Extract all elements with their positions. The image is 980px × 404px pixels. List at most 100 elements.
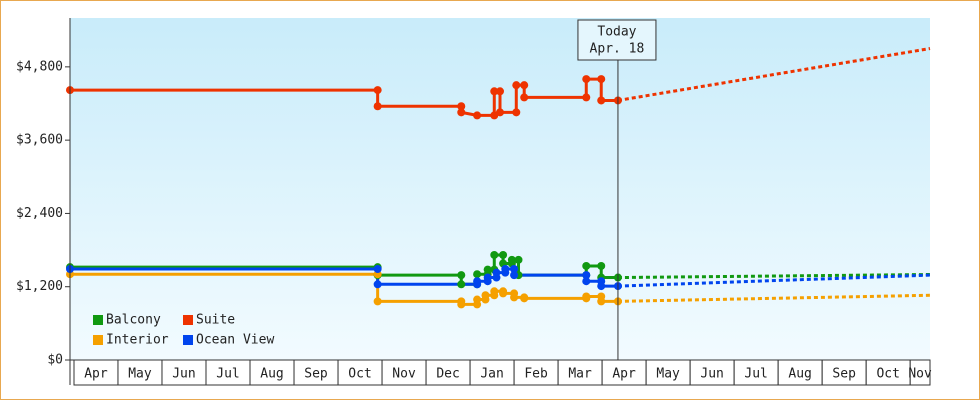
x-tick-label: Apr (84, 367, 108, 382)
x-tick-label: Jul (216, 367, 239, 382)
price-point (520, 81, 529, 90)
price-point (512, 108, 521, 117)
price-point (373, 86, 382, 95)
y-tick-label: $2,400 (16, 206, 63, 221)
x-tick-label: Nov (392, 367, 416, 382)
price-point (481, 291, 490, 300)
price-point (501, 265, 510, 274)
x-tick-label: Feb (524, 367, 548, 382)
x-tick-label: Oct (876, 367, 899, 382)
price-point (473, 277, 482, 286)
price-point (373, 280, 382, 289)
x-tick-cell (469, 359, 515, 386)
x-tick-cell (601, 359, 647, 386)
price-point (373, 102, 382, 111)
plot-area (70, 18, 930, 360)
x-tick-label: Sep (304, 367, 328, 382)
forecast-line (617, 273, 931, 288)
x-tick-cell (205, 359, 251, 386)
x-tick-label: Jun (172, 367, 195, 382)
x-tick-label: May (128, 367, 152, 382)
price-point (457, 271, 466, 280)
price-point (490, 287, 499, 296)
price-point (473, 111, 482, 120)
x-tick-cell (557, 359, 603, 386)
price-point (483, 265, 492, 274)
price-point (597, 282, 606, 291)
price-point (582, 292, 591, 301)
x-tick-label: Mar (568, 367, 592, 382)
price-point (473, 295, 482, 304)
price-point (520, 93, 529, 102)
price-point (597, 261, 606, 270)
x-tick-cell (909, 359, 931, 386)
price-point (457, 102, 466, 111)
price-point (510, 271, 519, 280)
x-tick-cell (513, 359, 559, 386)
price-point (582, 271, 591, 280)
x-tick-label: Apr (612, 367, 636, 382)
legend-label: Balcony (106, 313, 161, 328)
price-point (597, 297, 606, 306)
x-tick-label: Sep (832, 367, 856, 382)
today-title: Today (597, 25, 636, 40)
x-tick-cell (645, 359, 691, 386)
legend-label: Interior (106, 333, 169, 348)
legend-label: Suite (196, 313, 235, 328)
price-point (597, 96, 606, 105)
legend-swatch (183, 335, 193, 345)
legend-label: Ocean View (196, 333, 274, 348)
forecast-line (617, 47, 931, 102)
x-tick-label: Oct (348, 367, 371, 382)
price-point (514, 255, 523, 264)
price-point (457, 280, 466, 289)
forecast-line (617, 293, 931, 303)
x-tick-label: Aug (260, 367, 283, 382)
forecast-line (617, 273, 931, 280)
x-tick-label: Jan (480, 367, 503, 382)
legend-swatch (93, 315, 103, 325)
price-point (490, 87, 499, 96)
x-tick-cell (381, 359, 427, 386)
price-point (496, 108, 504, 117)
x-tick-label: Dec (436, 367, 459, 382)
price-point (483, 273, 492, 282)
x-tick-cell (733, 359, 779, 386)
x-tick-cell (777, 359, 823, 386)
x-tick-cell (425, 359, 471, 386)
price-point (520, 294, 529, 303)
price-point (473, 270, 482, 279)
y-tick-label: $3,600 (16, 133, 63, 148)
price-point (507, 255, 516, 264)
price-point (510, 265, 519, 274)
price-point (582, 75, 591, 84)
legend-swatch (183, 315, 193, 325)
y-tick-label: $4,800 (16, 59, 63, 74)
x-tick-cell (821, 359, 867, 386)
x-tick-cell (337, 359, 383, 386)
y-tick-label: $1,200 (16, 279, 63, 294)
y-tick-label: $0 (47, 353, 63, 368)
price-point (582, 261, 591, 270)
today-date: Apr. 18 (590, 42, 645, 57)
price-point (582, 93, 591, 102)
today-box (577, 19, 657, 61)
price-point (510, 293, 519, 302)
x-tick-cell (249, 359, 295, 386)
price-point (373, 265, 382, 274)
price-line (70, 253, 618, 286)
price-point (582, 277, 591, 286)
price-point (496, 87, 504, 96)
price-point (597, 75, 606, 84)
price-point (457, 108, 466, 117)
price-point (490, 250, 499, 259)
x-tick-label: Nov (908, 367, 932, 382)
x-tick-cell (865, 359, 911, 386)
price-point (512, 81, 521, 90)
x-tick-label: Aug (788, 367, 811, 382)
x-tick-label: Jun (700, 367, 723, 382)
price-point (492, 268, 501, 277)
price-point (499, 250, 508, 259)
legend-swatch (93, 335, 103, 345)
